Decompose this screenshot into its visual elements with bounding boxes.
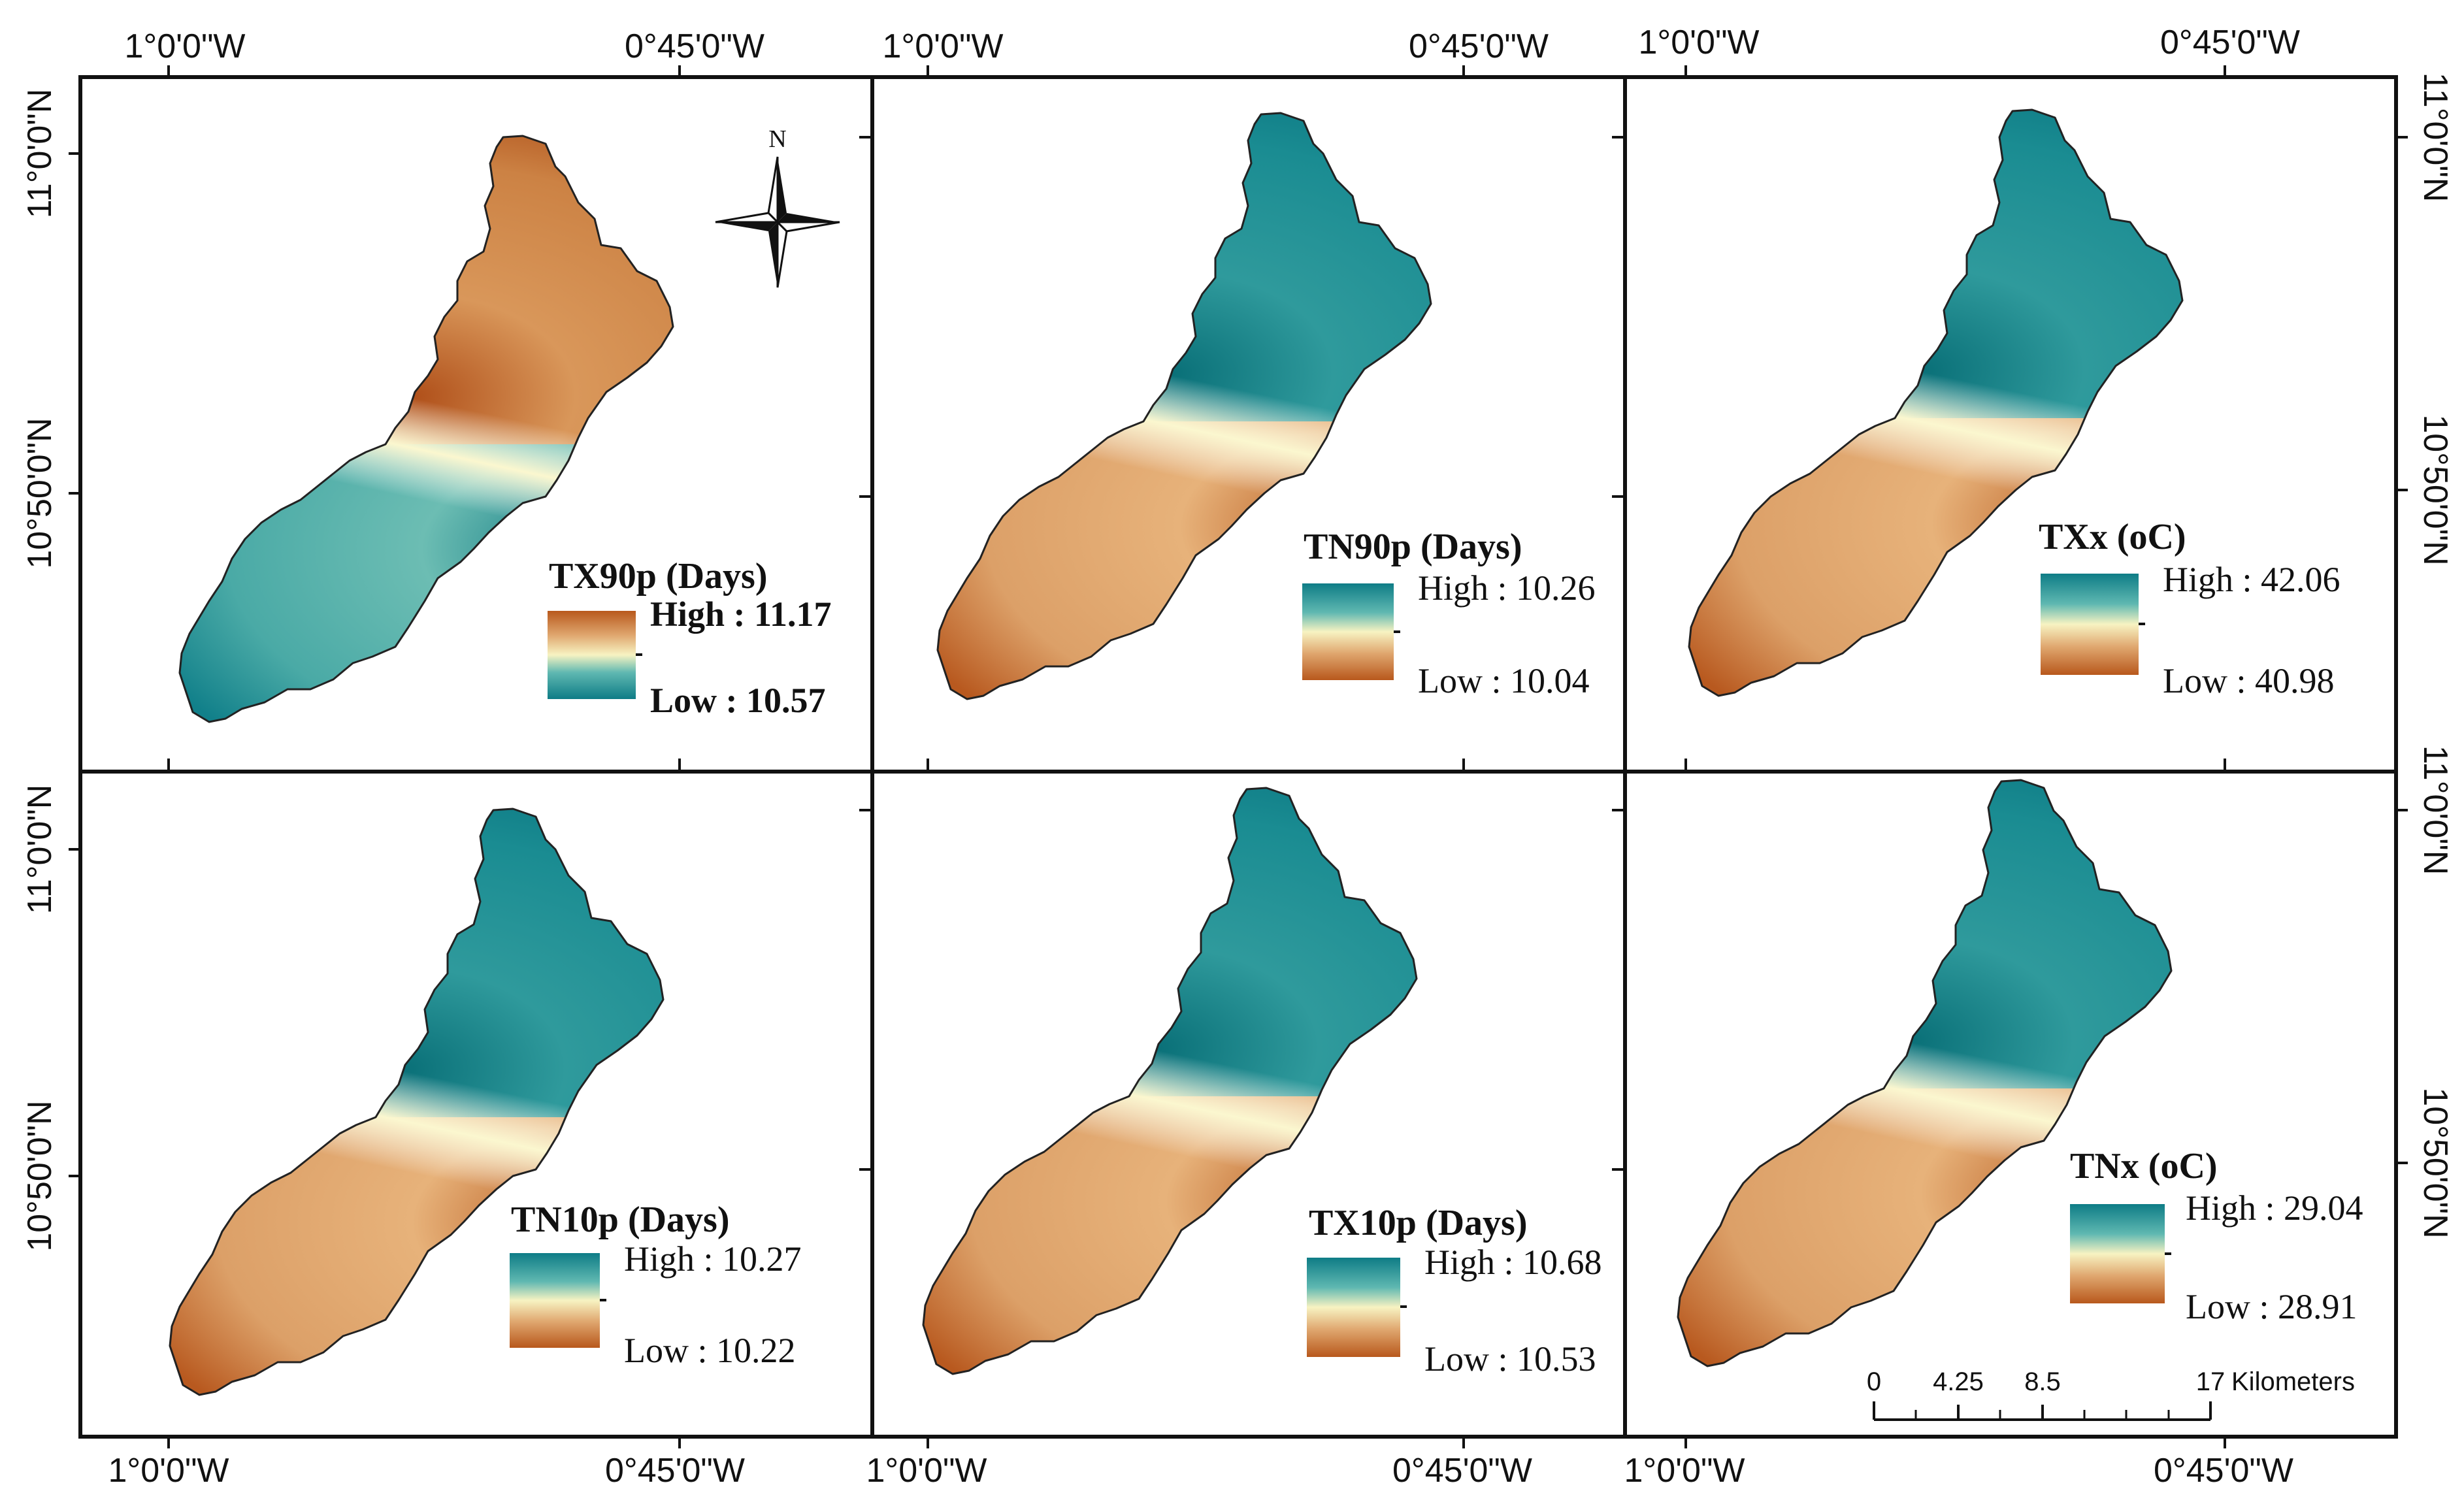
legend-ramp-3: [2041, 574, 2139, 675]
basin-map-5: [922, 787, 1418, 1375]
scale-tick-0: 0: [1867, 1367, 1881, 1396]
lat-label-right-2-south: 10°50'0"N: [2416, 1087, 2454, 1238]
lat-label-right-1-south: 10°50'0"N: [2416, 414, 2454, 565]
legend-title-6: TNx (oC): [2070, 1146, 2218, 1186]
legend-low-3: Low : 40.98: [2163, 661, 2335, 700]
lon-label-top-3-west: 1°0'0"W: [1638, 24, 1759, 61]
scale-bar: 0 4.25 8.5 17 Kilometers: [1867, 1367, 2355, 1421]
graticule-ticks: [69, 65, 2408, 1448]
legend-ramp-5: [1307, 1258, 1400, 1357]
legend-title-3: TXx (oC): [2039, 517, 2186, 557]
scale-tick-1: 4.25: [1933, 1367, 1984, 1396]
legend-6: TNx (oC) High : 29.04 Low : 28.91: [2070, 1146, 2363, 1326]
legend-title-5: TX10p (Days): [1309, 1203, 1527, 1243]
basin-map-6: [1677, 779, 2173, 1367]
lon-label-top-2-east: 0°45'0"W: [1409, 27, 1549, 65]
basin-map-3: [1688, 108, 2184, 697]
lon-label-top-2-west: 1°0'0"W: [882, 27, 1003, 65]
legend-low-5: Low : 10.53: [1424, 1339, 1596, 1379]
legend-high-4: High : 10.27: [624, 1239, 802, 1279]
lon-label-top-1-west: 1°0'0"W: [124, 27, 245, 65]
legend-ramp-1: [548, 611, 636, 699]
basin-map-2: [936, 112, 1432, 700]
legend-ramp-2: [1302, 583, 1394, 680]
lon-label-bottom-2-east: 0°45'0"W: [1392, 1452, 1532, 1490]
legend-high-3: High : 42.06: [2163, 560, 2341, 599]
legend-ramp-6: [2070, 1204, 2165, 1303]
legend-high-2: High : 10.26: [1418, 568, 1596, 608]
legend-3: TXx (oC) High : 42.06 Low : 40.98: [2039, 517, 2341, 700]
basin-map-4: [169, 808, 665, 1396]
legend-title-4: TN10p (Days): [511, 1200, 729, 1240]
legend-1: TX90p (Days) High : 11.17 Low : 10.57: [548, 556, 832, 720]
legend-low-1: Low : 10.57: [650, 681, 826, 720]
panel-frame-6: [1623, 770, 2398, 1439]
north-arrow: N: [715, 125, 840, 288]
scale-unit: Kilometers: [2231, 1367, 2355, 1396]
legend-high-1: High : 11.17: [650, 595, 832, 634]
legend-low-6: Low : 28.91: [2186, 1287, 2357, 1326]
lon-label-bottom-1-west: 1°0'0"W: [108, 1452, 229, 1490]
lon-label-bottom-3-west: 1°0'0"W: [1624, 1452, 1745, 1490]
lat-label-left-1-south: 10°50'0"N: [21, 417, 59, 568]
legend-ramp-4: [510, 1253, 600, 1348]
legend-2: TN90p (Days) High : 10.26 Low : 10.04: [1302, 527, 1596, 700]
lon-label-top-1-east: 0°45'0"W: [625, 27, 764, 65]
legend-title-1: TX90p (Days): [549, 556, 767, 596]
lat-label-right-2-north: 11°0'0"N: [2416, 745, 2454, 875]
lat-label-left-1-north: 11°0'0"N: [21, 89, 59, 219]
legend-high-5: High : 10.68: [1424, 1243, 1602, 1282]
lon-label-bottom-2-west: 1°0'0"W: [866, 1452, 987, 1490]
legend-4: TN10p (Days) High : 10.27 Low : 10.22: [510, 1200, 802, 1370]
legend-low-2: Low : 10.04: [1418, 661, 1590, 700]
scale-tick-2: 8.5: [2024, 1367, 2061, 1396]
lat-label-left-2-south: 10°50'0"N: [21, 1100, 59, 1251]
legend-title-2: TN90p (Days): [1304, 527, 1522, 567]
basin-map-1: [178, 135, 674, 723]
legend-high-6: High : 29.04: [2186, 1188, 2363, 1228]
scale-tick-3: 17: [2196, 1367, 2226, 1396]
compass-north-icon: [778, 157, 787, 222]
legend-low-4: Low : 10.22: [624, 1331, 796, 1370]
legend-5: TX10p (Days) High : 10.68 Low : 10.53: [1307, 1203, 1602, 1379]
north-arrow-label: N: [768, 125, 786, 153]
lon-label-top-3-east: 0°45'0"W: [2160, 24, 2300, 61]
lat-label-right-1-north: 11°0'0"N: [2416, 73, 2454, 203]
lon-label-bottom-1-east: 0°45'0"W: [605, 1452, 745, 1490]
lat-label-left-2-north: 11°0'0"N: [21, 785, 59, 915]
lon-label-bottom-3-east: 0°45'0"W: [2154, 1452, 2293, 1490]
